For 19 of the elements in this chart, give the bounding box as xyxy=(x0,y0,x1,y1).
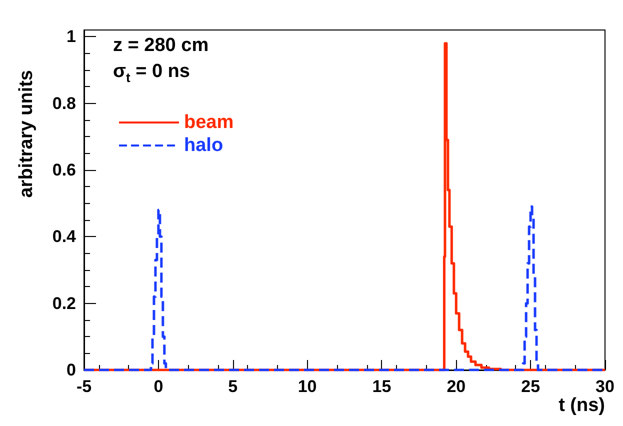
y-tick-label: 1 xyxy=(66,27,76,46)
y-axis-title: arbitrary units xyxy=(16,70,37,198)
x-axis-title: t (ns) xyxy=(558,395,605,416)
y-tick-label: 0.6 xyxy=(52,160,76,180)
x-tick-label: -5 xyxy=(76,377,92,396)
x-tick-label: 15 xyxy=(372,377,392,396)
y-tick-label: 0.4 xyxy=(52,227,77,246)
x-tick-label: 25 xyxy=(521,377,540,396)
x-tick-label: 30 xyxy=(596,377,614,396)
y-tick-label: 0.2 xyxy=(52,294,76,313)
x-tick-label: 0 xyxy=(154,377,164,396)
x-tick-label: 5 xyxy=(228,377,238,396)
x-tick-label: 20 xyxy=(446,377,466,396)
legend-label: halo xyxy=(184,135,224,156)
y-tick-label: 0 xyxy=(66,360,76,380)
y-tick-label: 0.8 xyxy=(52,94,76,113)
x-tick-label: 10 xyxy=(298,377,317,396)
annotation: z = 280 cm xyxy=(113,35,209,56)
legend-label: beam xyxy=(184,112,234,133)
